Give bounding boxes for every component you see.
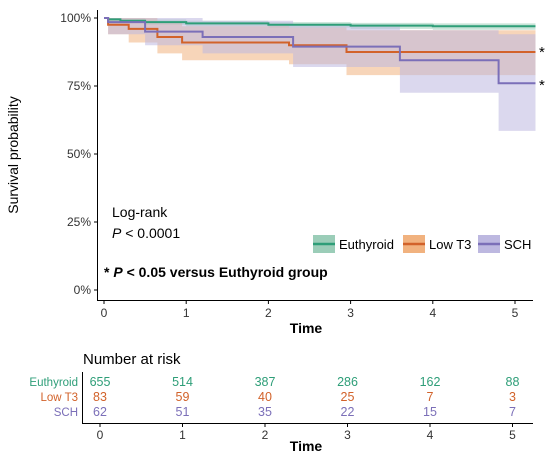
- y-tick-label: 100%: [60, 11, 91, 25]
- footnote-star: *: [104, 264, 113, 280]
- x-tick-label: 4: [429, 306, 436, 320]
- km-plot: 0 1 2 3 4 5 0% 25% 50% 75% 100% Survival probabil…: [5, 10, 545, 336]
- risk-count: 22: [341, 405, 355, 419]
- x-axis-ticks: 0 1 2 3 4 5: [101, 300, 519, 320]
- risk-x-tick-label: 2: [262, 428, 269, 442]
- risk-x-tick-label: 4: [427, 428, 434, 442]
- risk-count: 162: [420, 375, 441, 389]
- risk-row-low-t3: Low T3 83 59 40 25 7 3: [40, 390, 516, 404]
- legend-item-low-t3: Low T3: [403, 235, 471, 253]
- risk-x-tick-label: 3: [344, 428, 351, 442]
- risk-count: 88: [506, 375, 520, 389]
- low-t3-significance-star: *: [539, 44, 545, 61]
- logrank-p-symbol: P: [112, 225, 122, 241]
- risk-x-tick-label: 0: [97, 428, 104, 442]
- risk-x-axis-ticks: 0 1 2 3 4 5: [97, 423, 516, 442]
- risk-group-label: SCH: [54, 407, 78, 419]
- risk-x-tick-label: 1: [179, 428, 186, 442]
- y-tick-label: 0%: [74, 283, 92, 297]
- risk-row-euthyroid: Euthyroid 655 514 387 286 162 88: [29, 375, 519, 389]
- curve-sch: [104, 17, 536, 85]
- x-tick-label: 2: [265, 306, 272, 320]
- risk-count: 59: [176, 390, 190, 404]
- legend-label-euthyroid: Euthyroid: [339, 237, 394, 252]
- x-tick-label: 3: [347, 306, 354, 320]
- survival-curves: [104, 17, 536, 85]
- legend-label-sch: SCH: [504, 237, 531, 252]
- risk-table: Number at risk Euthyroid 655 514 387 286 162 8…: [29, 351, 533, 454]
- risk-count: 286: [337, 375, 358, 389]
- y-axis-ticks: 0% 25% 50% 75% 100%: [60, 11, 98, 297]
- risk-count: 15: [423, 405, 437, 419]
- sch-significance-star: *: [539, 77, 545, 94]
- y-tick-label: 75%: [67, 79, 91, 93]
- risk-count: 387: [255, 375, 276, 389]
- confidence-bands: [104, 18, 536, 131]
- risk-x-axis-title: Time: [290, 438, 323, 454]
- y-tick-label: 25%: [67, 215, 91, 229]
- ci-band-sch: [104, 18, 536, 131]
- risk-count: 7: [509, 405, 516, 419]
- risk-count: 62: [93, 405, 107, 419]
- y-tick-label: 50%: [67, 147, 91, 161]
- risk-table-title: Number at risk: [83, 351, 181, 368]
- curve-low-t3: [104, 17, 536, 53]
- legend-item-euthyroid: Euthyroid: [313, 235, 394, 253]
- risk-group-label: Euthyroid: [29, 377, 78, 389]
- risk-count: 40: [258, 390, 272, 404]
- logrank-p-value: P < 0.0001: [112, 225, 180, 241]
- logrank-label: Log-rank: [112, 204, 168, 220]
- risk-group-label: Low T3: [40, 392, 78, 404]
- risk-count: 655: [90, 375, 111, 389]
- curve-euthyroid: [104, 17, 536, 28]
- risk-count: 83: [93, 390, 107, 404]
- significance-footnote: * P < 0.05 versus Euthyroid group: [104, 264, 328, 280]
- risk-count: 51: [176, 405, 190, 419]
- x-axis-title: Time: [290, 320, 323, 336]
- y-axis-title: Survival probability: [5, 96, 21, 214]
- risk-count: 35: [258, 405, 272, 419]
- risk-rows: Euthyroid 655 514 387 286 162 88 Low T3 83 59 40 25…: [29, 375, 519, 419]
- risk-count: 3: [509, 390, 516, 404]
- risk-count: 514: [172, 375, 193, 389]
- x-tick-label: 0: [101, 306, 108, 320]
- logrank-p-text: < 0.0001: [121, 225, 180, 241]
- legend: Euthyroid Low T3 SCH: [313, 235, 531, 253]
- x-tick-label: 1: [183, 306, 190, 320]
- x-tick-label: 5: [512, 306, 519, 320]
- legend-item-sch: SCH: [478, 235, 531, 253]
- risk-row-sch: SCH 62 51 35 22 15 7: [54, 405, 516, 419]
- footnote-text: < 0.05 versus Euthyroid group: [123, 264, 328, 280]
- footnote-p-symbol: P: [113, 264, 123, 280]
- risk-count: 7: [427, 390, 434, 404]
- risk-count: 25: [341, 390, 355, 404]
- legend-label-low-t3: Low T3: [429, 237, 471, 252]
- risk-x-tick-label: 5: [509, 428, 516, 442]
